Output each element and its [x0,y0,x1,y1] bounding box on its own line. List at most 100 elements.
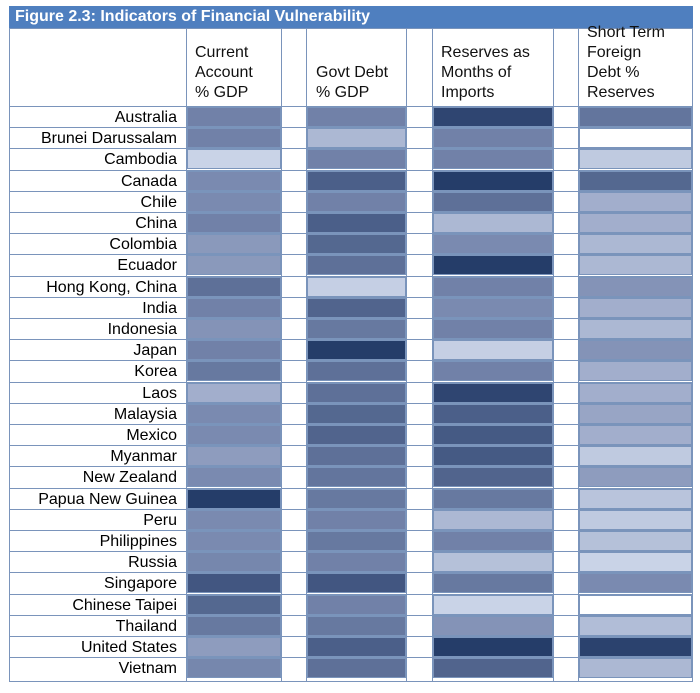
heatmap-cell [307,234,406,254]
heatmap-cell [307,489,406,509]
row-label: India [142,300,177,317]
heatmap-cell [187,446,281,466]
heatmap-cell [307,531,406,551]
heatmap-cell [307,255,406,275]
row-label: Colombia [109,236,177,253]
row-label: Peru [143,512,177,529]
row-divider [9,127,693,128]
heatmap-cell [433,171,553,191]
row-label: Mexico [126,427,177,444]
row-label: Philippines [99,533,177,550]
heatmap-cell [187,107,281,127]
heatmap-cell [307,552,406,572]
heatmap-cell [433,573,553,593]
heatmap-cell [433,340,553,360]
heatmap-cell [187,128,281,148]
heatmap-cell [433,383,553,403]
heatmap-cell [579,573,692,593]
heatmap-cell [433,361,553,381]
heatmap-cell [579,383,692,403]
heatmap-cell [433,595,553,615]
row-label: Indonesia [107,321,177,338]
heatmap-cell [307,425,406,445]
heatmap-cell [579,616,692,636]
heatmap-cell [307,149,406,169]
column-header: Current Account % GDP [195,28,290,105]
heatmap-cell [187,361,281,381]
row-divider [9,509,693,510]
row-label: Laos [142,385,177,402]
row-divider [9,254,693,255]
row-divider [9,212,693,213]
heatmap-cell [187,171,281,191]
heatmap-cell [187,658,281,678]
heatmap-cell [187,277,281,297]
row-label: Russia [128,554,177,571]
heatmap-cell [433,637,553,657]
heatmap-cell [433,149,553,169]
column-divider [281,28,282,682]
heatmap-cell [579,340,692,360]
heatmap-cell [579,531,692,551]
row-label: Japan [133,342,177,359]
heatmap-cell [579,192,692,212]
row-divider [9,657,693,658]
row-divider [9,615,693,616]
column-header-label: Current Account % GDP [195,44,253,101]
heatmap-cell [307,107,406,127]
row-label: Cambodia [104,151,177,168]
heatmap-cell [307,128,406,148]
column-header: Short Term Foreign Debt % Reserves [587,24,700,105]
heatmap-cell [579,552,692,572]
heatmap-cell [579,467,692,487]
heatmap-cell [187,531,281,551]
heatmap-cell [433,298,553,318]
heatmap-cell [433,277,553,297]
heatmap-cell [579,213,692,233]
heatmap-cell [433,467,553,487]
heatmap-cell [187,467,281,487]
row-label: China [135,215,177,232]
row-divider [9,382,693,383]
figure-title: Figure 2.3: Indicators of Financial Vuln… [9,6,693,28]
heatmap-cell [187,149,281,169]
heatmap-cell [433,531,553,551]
heatmap-cell [307,340,406,360]
heatmap-cell [579,171,692,191]
heatmap-cell [307,446,406,466]
row-label: United States [80,639,177,656]
heatmap-cell [187,298,281,318]
column-header: Govt Debt % GDP [316,28,416,105]
heatmap-cell [579,425,692,445]
heatmap-cell [307,277,406,297]
heatmap-cell [433,107,553,127]
heatmap-cell [187,319,281,339]
heatmap-cell [433,658,553,678]
row-divider [9,148,693,149]
heatmap-cell [579,128,692,148]
row-divider [9,297,693,298]
heatmap-cell [307,510,406,530]
row-label: Vietnam [118,660,177,677]
heatmap-cell [307,573,406,593]
heatmap-cell [579,446,692,466]
row-divider [9,233,693,234]
heatmap-cell [187,637,281,657]
heatmap-cell [187,489,281,509]
heatmap-cell [433,213,553,233]
row-divider [9,466,693,467]
column-header-label: Short Term Foreign Debt % Reserves [587,24,665,101]
heatmap-cell [187,234,281,254]
heatmap-cell [433,192,553,212]
row-label: Australia [114,109,177,126]
heatmap-cell [307,298,406,318]
heatmap-cell [579,595,692,615]
row-divider [9,339,693,340]
heatmap-cell [433,616,553,636]
heatmap-cell [433,446,553,466]
heatmap-cell [187,616,281,636]
column-header-label: Reserves as Months of Imports [441,44,530,101]
row-label: Malaysia [113,406,177,423]
heatmap-cell [579,149,692,169]
